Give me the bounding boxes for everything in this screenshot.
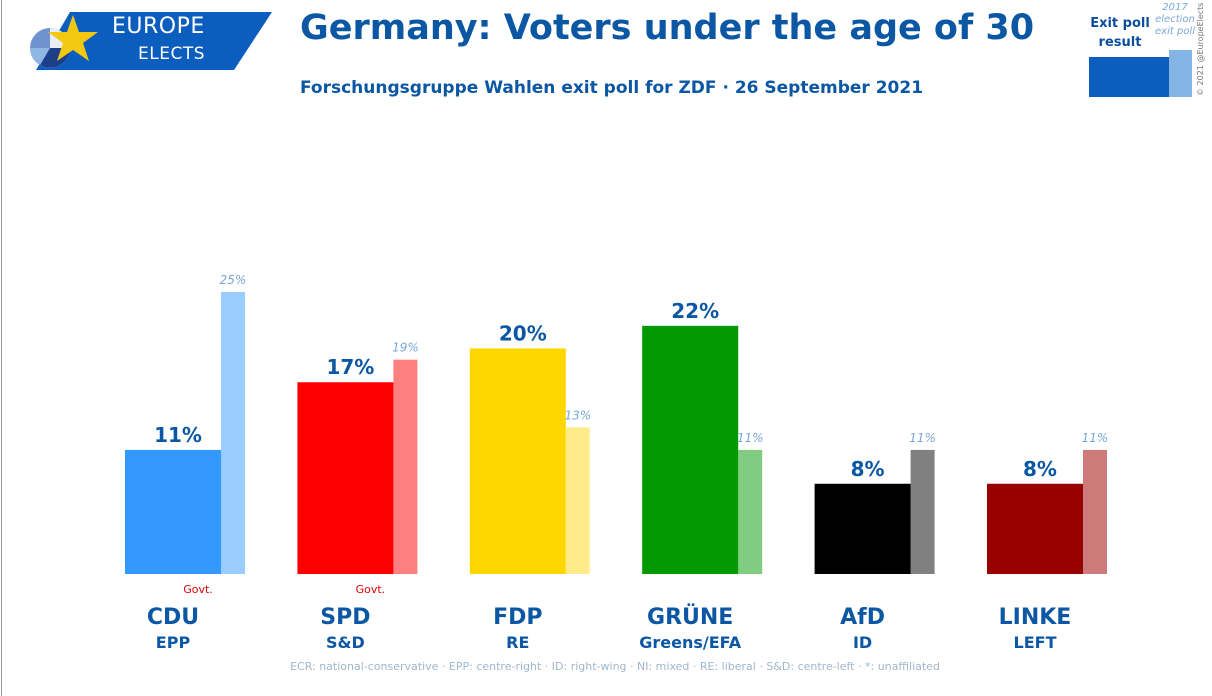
category-label-linke: LINKE <box>999 605 1072 630</box>
govt-label-cdu: Govt. <box>183 583 213 596</box>
bar-exit-poll-fdp <box>469 348 566 574</box>
group-label-afd: ID <box>853 633 872 652</box>
value-label-exit-gr-ne: 22% <box>671 299 719 323</box>
left-rule <box>1 0 2 696</box>
legend-exit-swatch <box>1089 57 1169 97</box>
value-label-2017-gr-ne: 11% <box>737 431 764 445</box>
category-label-fdp: FDP <box>493 605 542 630</box>
bar-2017-fdp <box>565 427 590 574</box>
value-label-exit-spd: 17% <box>326 355 374 379</box>
legend-prev-line3: exit poll <box>1155 26 1195 37</box>
value-label-exit-linke: 8% <box>1023 457 1057 481</box>
bar-exit-poll-afd <box>814 483 911 574</box>
legend-exit-label: Exit poll result <box>1090 16 1150 50</box>
europe-elects-logo: EUROPE ELECTS <box>26 12 272 70</box>
bar-2017-linke <box>1083 449 1107 574</box>
value-label-exit-fdp: 20% <box>499 321 547 345</box>
category-label-spd: SPD <box>320 605 370 630</box>
group-label-linke: LEFT <box>1014 633 1057 652</box>
category-label-afd: AfD <box>840 605 885 630</box>
value-label-exit-cdu: 11% <box>154 423 202 447</box>
group-label-spd: S&D <box>326 633 365 652</box>
bar-2017-gr-ne <box>738 449 763 574</box>
value-label-2017-cdu: 25% <box>220 273 247 287</box>
bar-exit-poll-linke <box>987 483 1083 574</box>
legend-prev-line1: 2017 <box>1162 2 1188 13</box>
legend-prev-swatch <box>1169 50 1192 97</box>
value-label-2017-fdp: 13% <box>564 408 591 422</box>
category-label-cdu: CDU <box>147 605 199 630</box>
page-title: Germany: Voters under the age of 30 <box>300 8 1035 48</box>
group-label-fdp: RE <box>506 633 529 652</box>
page-subtitle: Forschungsgruppe Wahlen exit poll for ZD… <box>300 78 924 98</box>
bar-2017-afd <box>910 449 935 574</box>
bar-2017-spd <box>393 359 418 574</box>
group-label-cdu: EPP <box>156 633 191 652</box>
logo-banner <box>30 12 272 70</box>
value-label-2017-spd: 19% <box>392 341 419 355</box>
logo-text-europe: EUROPE <box>112 14 205 39</box>
legend: Exit poll result 2017 election exit poll <box>1080 0 1212 110</box>
legend-prev-label: 2017 election exit poll <box>1152 2 1198 38</box>
logo-text-elects: ELECTS <box>138 44 205 64</box>
value-label-2017-linke: 11% <box>1082 431 1109 445</box>
bar-exit-poll-gr-ne <box>642 325 739 574</box>
bar-exit-poll-spd <box>297 382 394 574</box>
value-label-exit-afd: 8% <box>851 457 885 481</box>
legend-prev-line2: election <box>1155 14 1195 25</box>
bar-2017-cdu <box>221 292 245 574</box>
category-label-gr-ne: GRÜNE <box>647 604 733 630</box>
value-label-2017-afd: 11% <box>909 431 936 445</box>
group-label-gr-ne: Greens/EFA <box>639 633 742 652</box>
govt-label-spd: Govt. <box>356 583 386 596</box>
footer-legend: ECR: national-conservative · EPP: centre… <box>290 660 940 673</box>
bar-exit-poll-cdu <box>125 449 221 574</box>
